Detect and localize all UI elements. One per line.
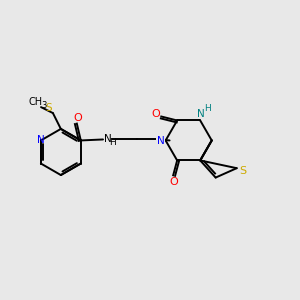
- Text: N: N: [37, 135, 45, 146]
- Text: 3: 3: [41, 100, 46, 109]
- Text: N: N: [157, 136, 164, 146]
- Text: CH: CH: [28, 97, 42, 107]
- Text: O: O: [151, 109, 160, 118]
- Text: O: O: [170, 177, 178, 187]
- Text: O: O: [74, 113, 82, 123]
- Text: H: H: [110, 138, 116, 147]
- Text: S: S: [239, 166, 246, 176]
- Text: S: S: [46, 103, 52, 113]
- Text: H: H: [204, 104, 211, 113]
- Text: N: N: [104, 134, 112, 145]
- Text: N: N: [197, 109, 205, 118]
